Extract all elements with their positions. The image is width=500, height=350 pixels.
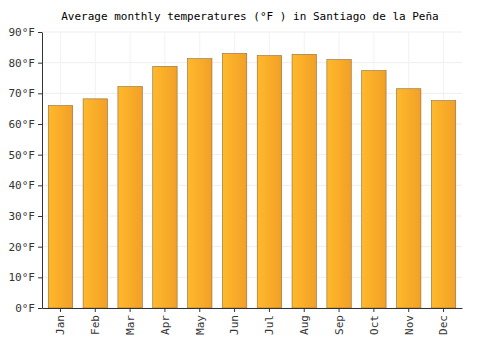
- tick-mark: [408, 308, 409, 312]
- tick-label: 40°F: [9, 179, 36, 192]
- plot: 0°F 10°F 20°F 30°F 40°F 50°F 60°F 70°F 80°F 90°F J…: [9, 26, 463, 335]
- tick-label: 10°F: [9, 271, 36, 284]
- tick: 40°F: [9, 179, 43, 192]
- tick: Feb: [89, 308, 102, 335]
- tick-label: Jan: [54, 315, 67, 335]
- grid-line: [42, 32, 462, 33]
- bar: [431, 101, 455, 308]
- tick-mark: [38, 185, 42, 186]
- tick: 20°F: [9, 241, 43, 254]
- bar: [257, 56, 281, 308]
- tick-mark: [339, 308, 340, 312]
- tick: Dec: [437, 308, 450, 335]
- tick-label: Aug: [298, 315, 311, 335]
- grid-line: [42, 62, 462, 63]
- tick-label: Jun: [228, 315, 241, 335]
- tick-label: Apr: [159, 315, 172, 335]
- tick-mark: [38, 32, 42, 33]
- bar: [83, 99, 107, 308]
- tick: Nov: [403, 308, 416, 335]
- tick-mark: [304, 308, 305, 312]
- tick: Sep: [333, 308, 346, 335]
- tick-label: Jul: [263, 315, 276, 335]
- bars: [48, 53, 455, 308]
- bar: [118, 87, 142, 308]
- tick-mark: [38, 63, 42, 64]
- bar: [362, 71, 386, 308]
- tick-label: 20°F: [9, 241, 36, 254]
- y-axis: 0°F 10°F 20°F 30°F 40°F 50°F 60°F 70°F 80°F 90°F: [9, 26, 43, 315]
- bar: [327, 60, 351, 308]
- tick: Aug: [298, 308, 311, 335]
- tick: Jun: [228, 308, 241, 335]
- tick-mark: [38, 277, 42, 278]
- tick: 0°F: [15, 302, 42, 315]
- tick-label: 80°F: [9, 57, 36, 70]
- tick-mark: [443, 308, 444, 312]
- tick: May: [194, 308, 207, 335]
- tick-label: Feb: [89, 315, 102, 335]
- tick-mark: [373, 308, 374, 312]
- tick: Apr: [159, 308, 172, 335]
- tick: 50°F: [9, 149, 43, 162]
- bar: [397, 89, 421, 308]
- tick-label: Sep: [333, 315, 346, 335]
- tick-label: Dec: [437, 315, 450, 335]
- title: Average monthly temperatures (°F ) in Sa…: [61, 10, 439, 23]
- tick-mark: [38, 247, 42, 248]
- axis-line: [42, 33, 43, 309]
- tick-mark: [130, 308, 131, 312]
- tick: Jan: [54, 308, 67, 335]
- tick-label: Mar: [124, 315, 137, 335]
- tick-mark: [38, 308, 42, 309]
- bar: [48, 106, 72, 308]
- tick-mark: [199, 308, 200, 312]
- tick: 60°F: [9, 118, 43, 131]
- bar: [153, 66, 177, 308]
- tick-label: Nov: [403, 315, 416, 335]
- axis-line: [43, 308, 463, 309]
- tick-mark: [234, 308, 235, 312]
- tick-label: 50°F: [9, 149, 36, 162]
- tick-label: May: [194, 315, 207, 335]
- tick-mark: [95, 308, 96, 312]
- tick-mark: [38, 124, 42, 125]
- tick-mark: [38, 216, 42, 217]
- tick: 10°F: [9, 271, 43, 284]
- tick-label: 30°F: [9, 210, 36, 223]
- bar: [222, 53, 246, 308]
- tick-mark: [164, 308, 165, 312]
- tick: Jul: [263, 308, 276, 335]
- tick: 90°F: [9, 26, 43, 39]
- bar: [188, 59, 212, 308]
- x-axis: Jan Feb Mar Apr May Jun Jul Aug Sep Oct Nov Dec: [43, 308, 463, 335]
- tick: 70°F: [9, 87, 43, 100]
- tick: 30°F: [9, 210, 43, 223]
- tick: Mar: [124, 308, 137, 335]
- tick-mark: [269, 308, 270, 312]
- tick-label: Oct: [368, 315, 381, 335]
- tick-label: 90°F: [9, 26, 36, 39]
- tick-mark: [60, 308, 61, 312]
- tick-label: 0°F: [15, 302, 35, 315]
- tick-label: 60°F: [9, 118, 36, 131]
- tick: Oct: [368, 308, 381, 335]
- tick: 80°F: [9, 57, 43, 70]
- grid: [42, 32, 462, 308]
- chart: 0°F 10°F 20°F 30°F 40°F 50°F 60°F 70°F 80°F 90°F J…: [0, 0, 500, 350]
- bar: [292, 54, 316, 308]
- tick-mark: [38, 155, 42, 156]
- tick-mark: [38, 93, 42, 94]
- tick-label: 70°F: [9, 87, 36, 100]
